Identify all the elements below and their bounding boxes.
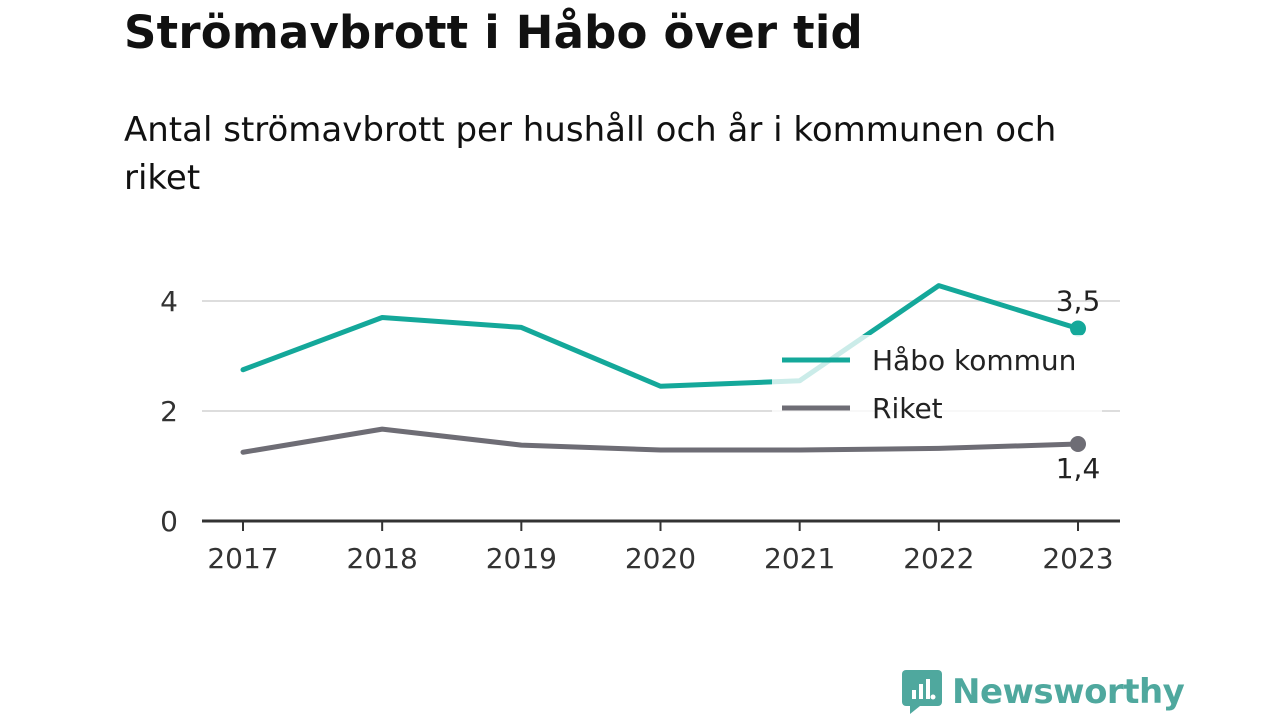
y-tick-label-0: 0 [160,505,178,538]
x-tick-label-2021: 2021 [764,542,835,575]
legend: Håbo kommun Riket [772,335,1102,433]
chart-subtitle: Antal strömavbrott per hushåll och år i … [124,110,1057,198]
end-label-habo-kommun: 3,5 [1056,285,1101,318]
series-line-riket [240,426,1081,455]
x-tick-label-2020: 2020 [625,542,696,575]
end-labels: 3,5 1,4 [1056,285,1101,486]
x-tick-label-2019: 2019 [486,542,557,575]
y-tick-label-2: 2 [160,395,178,428]
x-tick-label-2022: 2022 [903,542,974,575]
series-line-habo-kommun [240,283,1081,389]
end-label-riket: 1,4 [1056,452,1101,485]
end-point-habo-kommun [1070,320,1086,337]
x-tick-label-2018: 2018 [347,542,418,575]
legend-label-riket: Riket [872,392,943,425]
x-tick-label-2023: 2023 [1042,542,1113,575]
x-tick-label-2017: 2017 [207,542,278,575]
newsworthy-logo-icon [902,670,942,714]
legend-label-habo-kommun: Håbo kommun [872,344,1076,377]
y-tick-label-4: 4 [160,285,178,318]
end-point-riket [1070,436,1086,452]
y-axis-ticks: 0 2 4 [160,285,178,538]
newsworthy-logo: Newsworthy [902,670,1185,714]
brand-name: Newsworthy [952,672,1185,712]
x-axis: 2017 2018 2019 2020 2021 2022 2023 [202,519,1120,575]
series-lines [240,283,1086,455]
legend-background [772,335,1102,433]
chart-title: Strömavbrott i Håbo över tid [124,6,863,59]
